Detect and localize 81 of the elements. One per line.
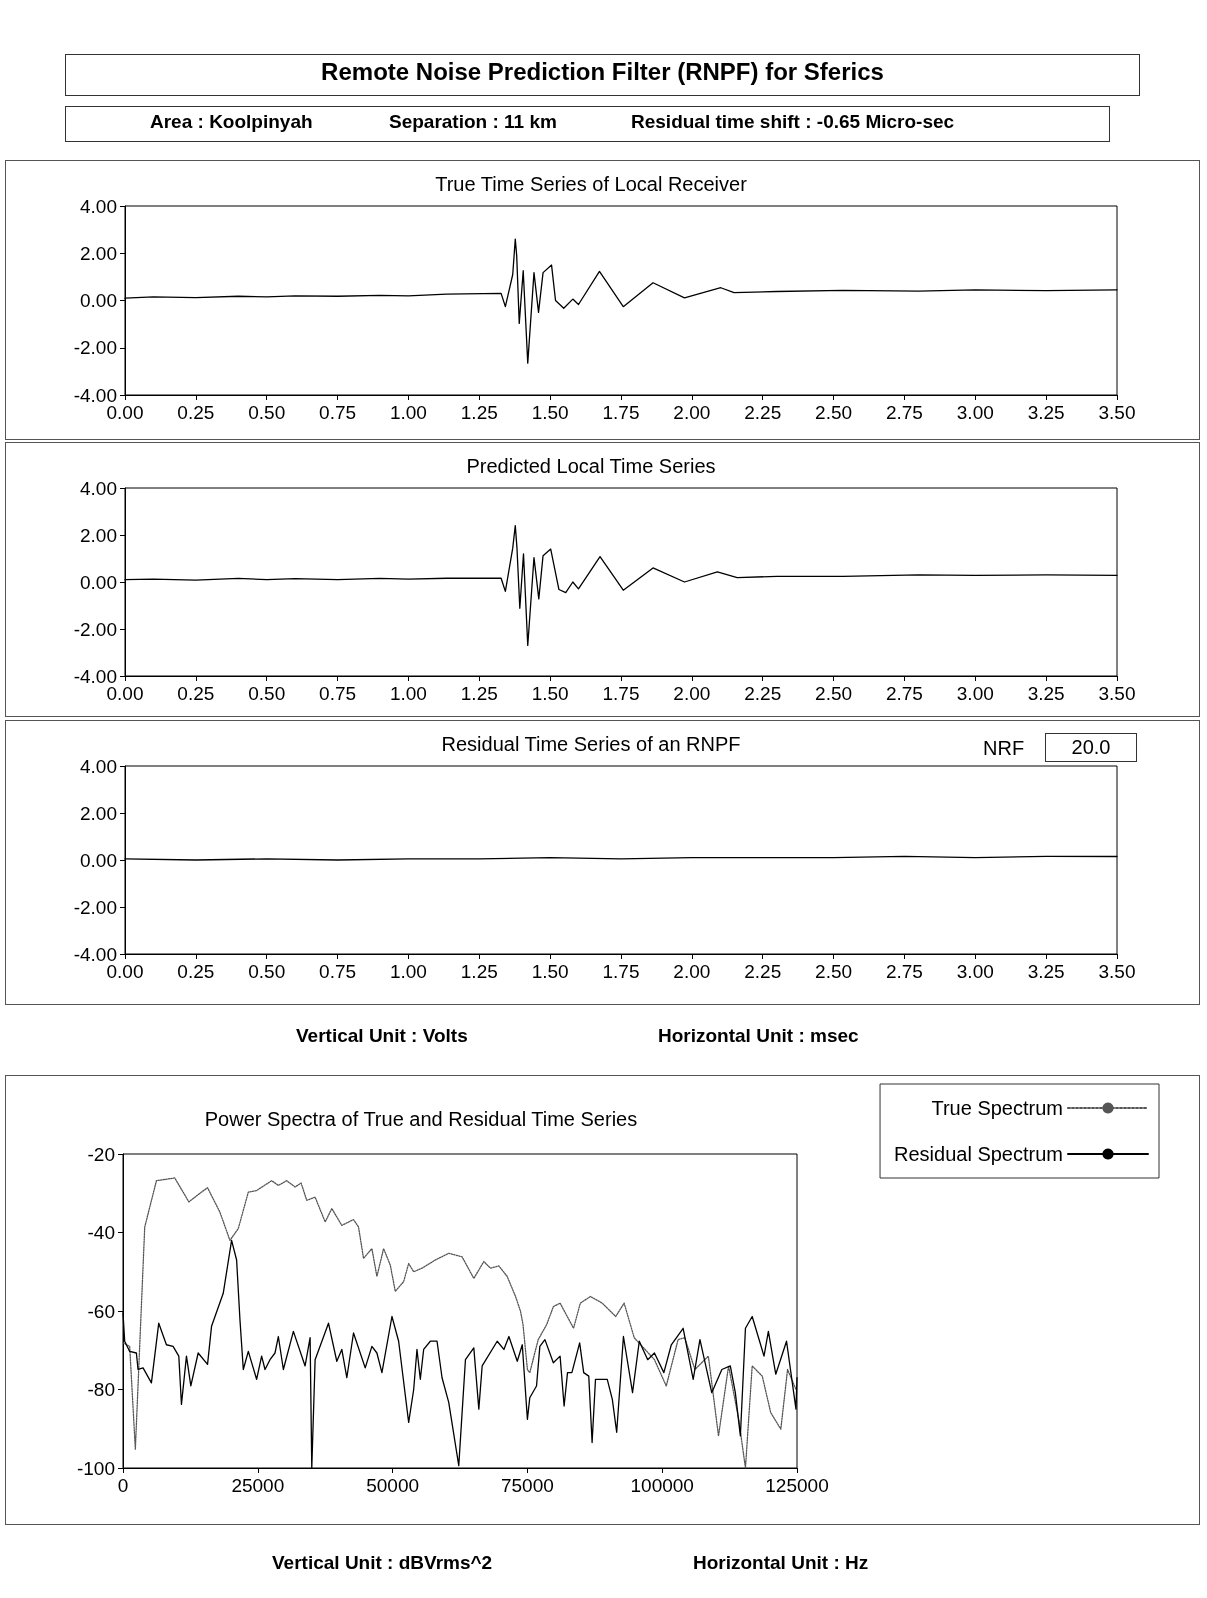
- text: Remote Noise Prediction Filter (RNPF) for Sferics: [320, 58, 885, 86]
- x-tick-label: 1.75: [602, 961, 640, 982]
- text: Residual time shift : -0.65 Micro-sec: [631, 111, 955, 133]
- x-tick-label: 3.50: [1098, 402, 1136, 423]
- x-tick-label: 0.75: [319, 961, 357, 982]
- text: Vertical Unit : dBVrms^2: [272, 1552, 493, 1574]
- x-tick-label: 2.50: [815, 961, 853, 982]
- x-tick-label: 2.75: [885, 683, 923, 704]
- text: Horizontal Unit : msec: [658, 1025, 859, 1047]
- text: NRF: [983, 737, 1025, 760]
- x-tick-label: 3.25: [1027, 402, 1065, 423]
- text: Vertical Unit : Volts: [296, 1025, 468, 1047]
- x-tick-label: 0.50: [248, 402, 286, 423]
- x-tick-label: 1.50: [531, 683, 569, 704]
- chart-title: Power Spectra of True and Residual Time Series: [204, 1108, 638, 1130]
- legend-label: True Spectrum: [931, 1097, 1063, 1119]
- y-tick-label: -2.00: [73, 896, 117, 918]
- y-tick-label: -80: [87, 1379, 115, 1400]
- y-tick-label: -100: [76, 1457, 115, 1479]
- x-tick-label: 0.75: [319, 683, 357, 704]
- x-tick-label: 3.50: [1098, 683, 1136, 704]
- x-tick-label: 3.00: [956, 402, 994, 423]
- y-tick-label: 2.00: [80, 242, 117, 264]
- y-tick-label: 2.00: [80, 802, 117, 824]
- y-tick-label: 4.00: [80, 755, 117, 777]
- x-tick-label: 1.75: [602, 402, 640, 423]
- x-tick-label: 0.25: [177, 961, 215, 982]
- chart-title: True Time Series of Local Receiver: [435, 173, 748, 195]
- x-tick-label: 3.00: [956, 683, 994, 704]
- x-tick-label: 1.25: [460, 961, 498, 982]
- x-tick-label: 1.75: [602, 683, 640, 704]
- x-tick-label: 50000: [366, 1475, 420, 1496]
- x-tick-label: 3.25: [1027, 961, 1065, 982]
- chart-title: Residual Time Series of an RNPF: [441, 733, 741, 755]
- x-tick-label: 2.75: [885, 402, 923, 423]
- y-tick-label: -40: [87, 1222, 115, 1243]
- x-tick-label: 25000: [231, 1475, 285, 1496]
- x-tick-label: 0: [117, 1475, 129, 1496]
- x-tick-label: 2.25: [744, 683, 782, 704]
- x-tick-label: 2.00: [673, 402, 711, 423]
- text: Separation : 11 km: [389, 111, 557, 133]
- x-tick-label: 1.25: [460, 683, 498, 704]
- x-tick-label: 1.50: [531, 961, 569, 982]
- chart-title: Predicted Local Time Series: [466, 455, 716, 477]
- y-tick-label: 4.00: [80, 195, 117, 217]
- x-tick-label: 1.00: [389, 961, 427, 982]
- x-tick-label: 75000: [500, 1475, 554, 1496]
- x-tick-label: 2.00: [673, 961, 711, 982]
- x-tick-label: 0.50: [248, 961, 286, 982]
- x-tick-label: 1.00: [389, 402, 427, 423]
- text: Area : Koolpinyah: [150, 111, 313, 133]
- y-tick-label: -60: [87, 1300, 115, 1322]
- x-tick-label: 3.25: [1027, 683, 1065, 704]
- y-tick-label: 0.00: [80, 290, 117, 311]
- x-tick-label: 2.75: [885, 961, 923, 982]
- x-tick-label: 1.25: [460, 402, 498, 423]
- x-tick-label: 3.00: [956, 961, 994, 982]
- x-tick-label: 0.25: [177, 402, 215, 423]
- x-tick-label: 125000: [765, 1475, 829, 1496]
- x-tick-label: 0.25: [177, 683, 215, 704]
- x-tick-label: 2.00: [673, 683, 711, 704]
- x-tick-label: 1.00: [389, 683, 427, 704]
- x-tick-label: 2.25: [744, 402, 782, 423]
- y-tick-label: 0.00: [80, 571, 117, 593]
- text: Horizontal Unit : Hz: [693, 1552, 869, 1574]
- legend-label: Residual Spectrum: [894, 1143, 1063, 1165]
- y-tick-label: 4.00: [80, 477, 117, 499]
- x-tick-label: 2.50: [815, 683, 853, 704]
- x-tick-label: 0.50: [248, 683, 286, 704]
- y-tick-label: -20: [87, 1143, 115, 1165]
- x-tick-label: 3.50: [1098, 961, 1136, 982]
- x-tick-label: 1.50: [531, 402, 569, 423]
- y-tick-label: 0.00: [80, 849, 117, 871]
- x-tick-label: 2.25: [744, 961, 782, 982]
- x-tick-label: 100000: [630, 1475, 694, 1496]
- x-tick-label: 0.75: [319, 402, 357, 423]
- y-tick-label: -2.00: [73, 337, 117, 359]
- y-tick-label: 2.00: [80, 524, 117, 546]
- y-tick-label: -2.00: [73, 618, 117, 640]
- text: 20.0: [1045, 733, 1137, 762]
- x-tick-label: 2.50: [815, 402, 853, 423]
